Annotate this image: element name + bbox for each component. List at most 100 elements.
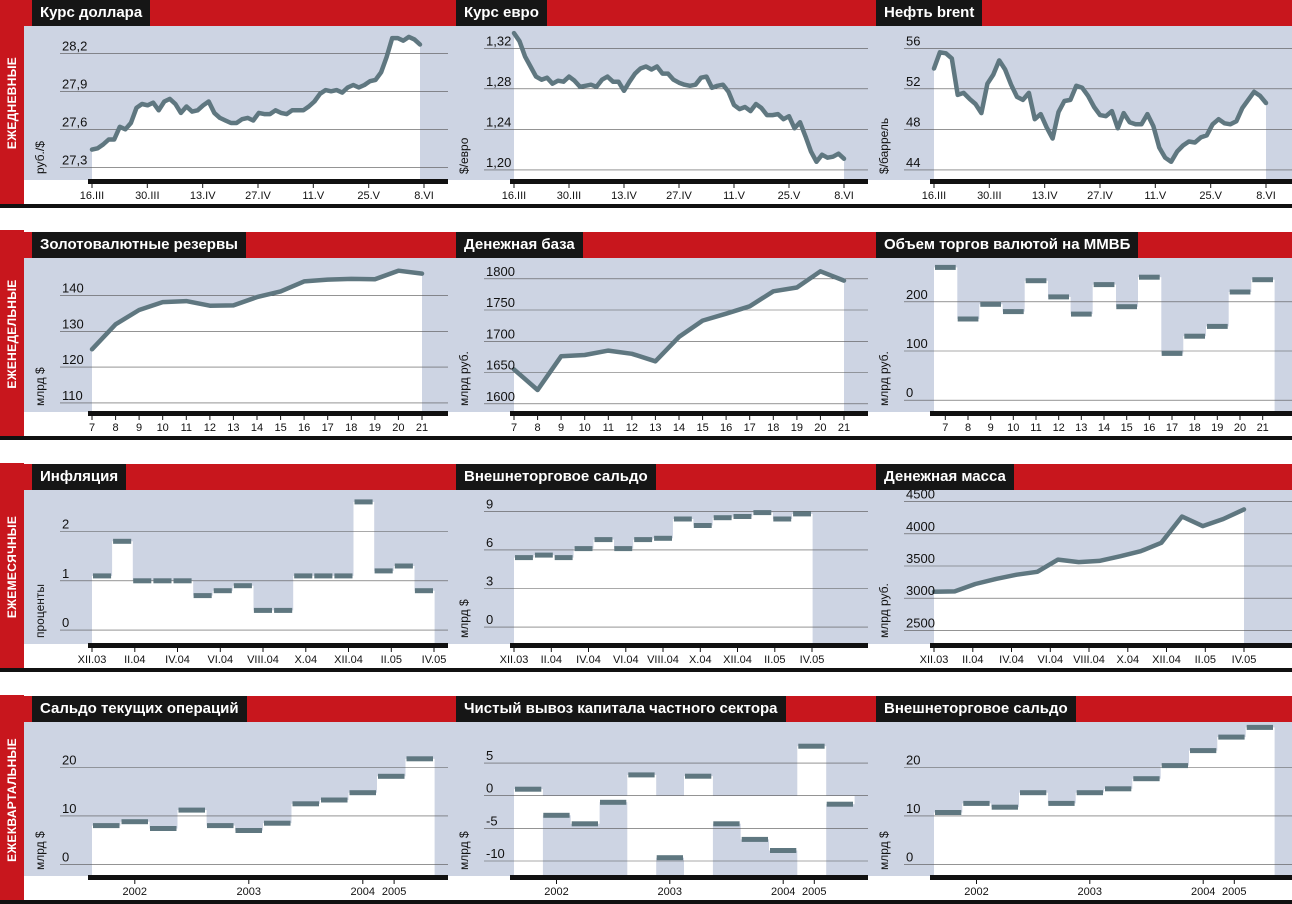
bar-fill [393, 566, 415, 644]
bar-mark [150, 826, 177, 831]
row-bottom-line [0, 204, 1292, 208]
bar-mark [753, 510, 772, 516]
bar-mark [1025, 278, 1047, 284]
bar-fill [1047, 296, 1071, 412]
bar-mark [1246, 724, 1273, 730]
x-tick-label: VI.04 [613, 654, 639, 666]
x-tick-label: 7 [89, 422, 95, 434]
bar-mark [713, 821, 740, 827]
x-tick-label: 2004 [351, 886, 375, 898]
bar-fill [234, 830, 264, 876]
y-tick-label: 2 [62, 517, 69, 532]
y-tick-label: 1,28 [486, 74, 511, 89]
bar-fill [599, 795, 628, 803]
x-tick-label: 25.V [778, 190, 801, 202]
bar-fill [112, 541, 133, 644]
bar-mark [656, 855, 683, 861]
x-tick-label: 12 [204, 422, 216, 434]
row-tag-daily: ЕЖЕДНЕВНЫЕ [0, 0, 24, 205]
bar-fill [672, 519, 694, 644]
bar-mark [543, 812, 570, 818]
bar-fill [934, 267, 958, 412]
bar-mark [1218, 734, 1245, 740]
bar-mark [292, 801, 319, 807]
x-tick-label: XII.04 [334, 654, 363, 666]
chart-title: Нефть brent [876, 0, 983, 26]
bar-fill [752, 512, 773, 644]
bar-mark [515, 786, 542, 792]
bar-mark [1161, 763, 1188, 769]
x-tick-label: II.05 [764, 654, 785, 666]
row-bottom-line [0, 436, 1292, 440]
y-tick-label: 120 [62, 352, 84, 367]
y-tick-label: 4500 [906, 487, 935, 502]
x-tick-label: 2002 [544, 886, 568, 898]
x-axis-bar [88, 411, 448, 416]
x-tick-label: 10 [157, 422, 169, 434]
bar-fill [92, 825, 122, 876]
x-tick-label: 19 [791, 422, 803, 434]
y-tick-label: 44 [906, 155, 920, 170]
bar-mark [770, 848, 797, 853]
bar-mark [1252, 277, 1273, 283]
y-tick-label: 27,6 [62, 114, 87, 129]
y-tick-label: 0 [62, 615, 69, 630]
bar-fill [514, 557, 535, 644]
y-tick-label: 3500 [906, 551, 935, 566]
bar-mark [1020, 790, 1047, 796]
x-axis-bar [88, 179, 448, 184]
x-tick-label: II.04 [124, 654, 145, 666]
x-tick-label: 8.VI [1256, 190, 1276, 202]
y-tick-label: 5 [486, 748, 493, 763]
x-tick-label: 25.V [357, 190, 380, 202]
bar-mark [1184, 333, 1205, 339]
bar-fill [934, 812, 963, 876]
x-tick-label: II.05 [381, 654, 402, 666]
bar-fill [1104, 788, 1133, 876]
x-tick-label: 19 [1211, 422, 1223, 434]
y-axis-label: руб./$ [33, 141, 47, 174]
bar-mark [741, 836, 768, 842]
bar-fill [570, 795, 600, 824]
bar-fill [1138, 277, 1162, 412]
bar-fill [377, 776, 407, 876]
bar-fill [132, 580, 153, 644]
bar-fill [712, 795, 742, 824]
bar-fill [613, 548, 634, 644]
y-tick-label: 140 [62, 281, 84, 296]
bar-mark [673, 516, 692, 522]
bar-fill [293, 575, 314, 644]
x-tick-label: 2005 [802, 886, 826, 898]
x-tick-label: VIII.04 [647, 654, 679, 666]
x-tick-label: 15 [1121, 422, 1133, 434]
x-tick-label: 14 [673, 422, 685, 434]
x-tick-label: 16 [720, 422, 732, 434]
chart-title: Чистый вывоз капитала частного сектора [456, 696, 786, 722]
x-tick-label: 15 [274, 422, 286, 434]
bar-fill [542, 795, 572, 816]
bar-mark [1190, 748, 1217, 754]
y-tick-label: 1,20 [486, 155, 511, 170]
bar-mark [354, 499, 373, 505]
bar-mark [1133, 776, 1160, 782]
x-tick-label: II.05 [1195, 654, 1216, 666]
chart-svg: -10 -5 0 5 млрд $ 2002 2003 2004 2005 [448, 722, 868, 898]
row-tag-quarterly: ЕЖЕКВАРТАЛЬНЫЕ [0, 695, 24, 904]
y-tick-label: 56 [906, 33, 920, 48]
bar-mark [1229, 289, 1251, 295]
y-tick-label: 1600 [486, 389, 515, 404]
bar-fill [1217, 737, 1247, 876]
bar-mark [826, 801, 853, 807]
y-tick-label: 52 [906, 74, 920, 89]
y-tick-label: 10 [906, 801, 920, 816]
y-tick-label: 3000 [906, 583, 935, 598]
bar-fill [353, 501, 375, 644]
bar-fill [1002, 311, 1026, 412]
bar-mark [963, 800, 990, 806]
bar-mark [1048, 800, 1075, 806]
bar-fill [320, 800, 350, 876]
y-axis-label: проценты [33, 584, 47, 638]
y-tick-label: 0 [486, 612, 493, 627]
y-axis-label: млрд руб. [457, 351, 471, 406]
bar-mark [207, 823, 234, 829]
